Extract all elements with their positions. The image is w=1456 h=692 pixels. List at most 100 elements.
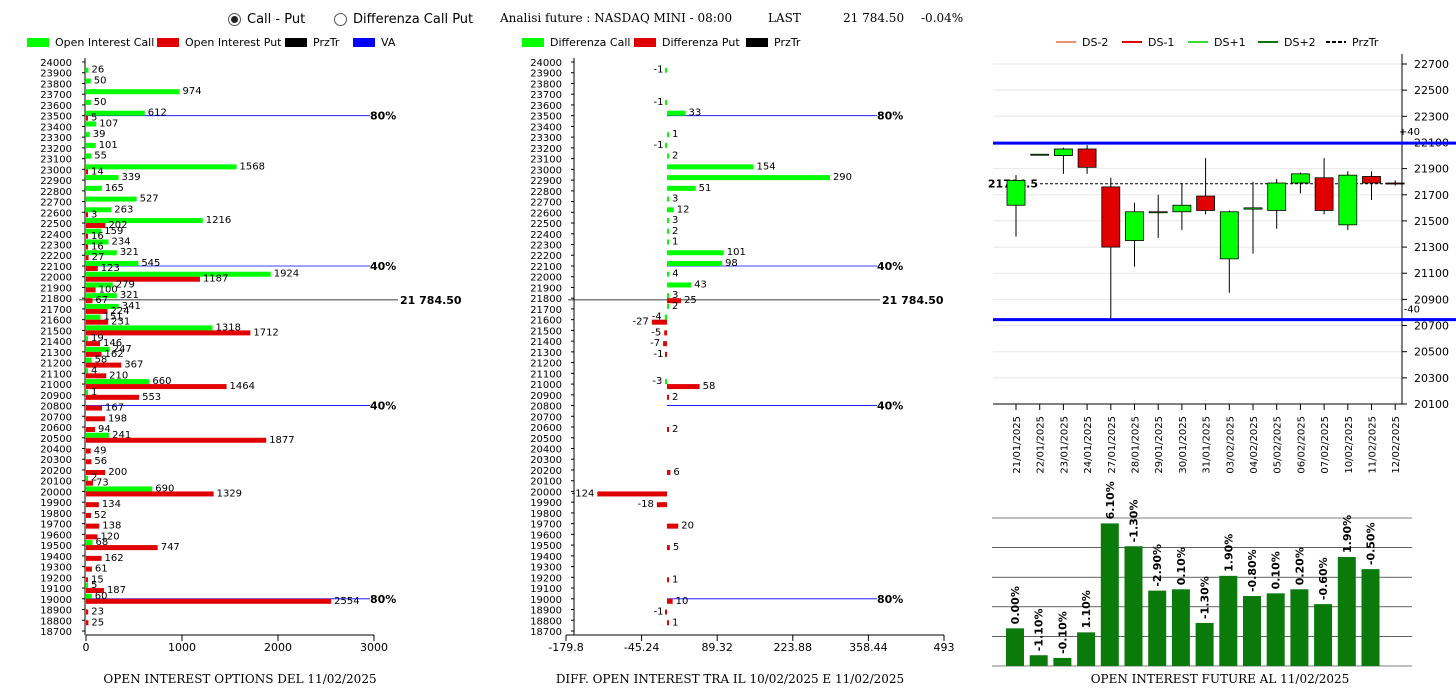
x-tick-label: 06/02/2025: [1296, 416, 1307, 474]
bar-value-label: 123: [101, 263, 120, 274]
candle-body: [1054, 148, 1073, 156]
y-tick-label: 19200: [530, 573, 562, 584]
bar-call: [667, 132, 670, 138]
bar-value-label: 3: [672, 215, 678, 226]
future-bar: [1171, 589, 1190, 666]
y-tick-label: 22700: [40, 198, 72, 209]
y-tick-label: 21700: [530, 305, 562, 316]
bar-put: [86, 212, 88, 218]
bar-put: [86, 427, 96, 433]
y-tick-label: 23400: [530, 122, 562, 133]
future-bar: [1148, 590, 1167, 666]
x-tick-label: 3000: [360, 641, 388, 654]
bar-value-label: 101: [727, 247, 746, 258]
bar-call: [86, 379, 150, 385]
bar-value-label: -3: [652, 376, 662, 387]
bar-put: [665, 609, 668, 615]
bar-value-label: 553: [142, 392, 161, 403]
bar-call: [86, 346, 110, 352]
bar-put: [86, 384, 227, 390]
bar-call: [86, 368, 88, 374]
y-tick-label: 21200: [530, 359, 562, 370]
bar-put: [86, 330, 251, 336]
y-tick-label: 23000: [40, 165, 72, 176]
radio-call-put-label: Call - Put: [247, 12, 306, 27]
legend-swatch: [353, 38, 375, 47]
bar-value-label: 279: [116, 279, 135, 290]
level-label: 80%: [877, 593, 903, 606]
bar-put: [86, 223, 106, 229]
bar-put: [663, 341, 668, 347]
y-tick-label: 19300: [530, 563, 562, 574]
bar-value-label: 1568: [240, 161, 265, 172]
bar-put: [667, 384, 700, 390]
bar-put: [86, 115, 88, 121]
y-tick-label: 21100: [1414, 267, 1449, 280]
bar-value-label: 10: [676, 596, 689, 607]
bar-value-label: 154: [757, 161, 776, 172]
bar-value-label: 263: [114, 204, 133, 215]
y-tick-label: 21500: [530, 326, 562, 337]
radio-call-put[interactable]: Call - Put: [228, 12, 305, 27]
bar-call: [667, 207, 674, 213]
y-tick-label: 20000: [40, 487, 72, 498]
future-bar: [1290, 589, 1309, 666]
bar-put: [86, 169, 88, 175]
y-tick-label: 20500: [1414, 346, 1449, 359]
radio-differenza[interactable]: Differenza Call Put: [334, 12, 473, 27]
y-tick-label: 23200: [40, 144, 72, 155]
bar-put: [86, 512, 91, 518]
bar-value-label: 321: [120, 290, 139, 301]
y-tick-label: 20100: [1414, 398, 1449, 411]
bar-call: [86, 228, 102, 234]
y-tick-label: 18700: [530, 627, 562, 638]
bar-call: [86, 142, 96, 148]
y-tick-label: 21300: [40, 348, 72, 359]
y-tick-label: 19400: [530, 552, 562, 563]
bar-value-label: 98: [725, 258, 738, 269]
radio-unselected-icon[interactable]: [334, 13, 347, 26]
bar-value-label: 1329: [217, 488, 242, 499]
y-tick-label: 19900: [530, 498, 562, 509]
bar-call: [86, 250, 117, 256]
bar-value-label: 2554: [334, 596, 359, 607]
candle-body: [1148, 211, 1168, 214]
y-tick-label: 23500: [530, 112, 562, 123]
future-bar-label: -1.30%: [1128, 500, 1141, 543]
bar-value-label: 1: [91, 387, 97, 398]
bar-value-label: 159: [104, 226, 123, 237]
bar-put: [86, 469, 106, 475]
y-tick-label: 22200: [40, 251, 72, 262]
legend-label: Differenza Call: [550, 36, 630, 49]
candle-body: [1291, 173, 1310, 184]
y-tick-label: 22700: [1414, 58, 1449, 71]
bar-put: [597, 491, 668, 497]
bar-put: [86, 609, 89, 615]
y-tick-label: 21000: [40, 380, 72, 391]
candle-body: [1077, 148, 1097, 168]
legend-label: DS+2: [1284, 36, 1316, 49]
radio-selected-icon[interactable]: [228, 13, 241, 26]
bar-value-label: 162: [105, 349, 124, 360]
future-bar-label: 6.10%: [1104, 481, 1117, 519]
bar-value-label: 12: [677, 204, 690, 215]
bar-value-label: 167: [105, 403, 124, 414]
bar-value-label: 101: [99, 140, 118, 151]
y-tick-label: 23800: [530, 79, 562, 90]
legend-swatch: [746, 38, 768, 47]
legend-label: PrzTr: [1352, 36, 1379, 49]
y-tick-label: 19100: [530, 584, 562, 595]
bar-value-label: 15: [91, 574, 104, 585]
bar-value-label: 16: [91, 231, 104, 242]
bar-put: [86, 255, 89, 261]
bar-value-label: 231: [111, 317, 130, 328]
level-label: 80%: [877, 110, 903, 123]
bar-put: [86, 577, 88, 583]
bar-put: [86, 351, 102, 357]
legend-swatch: [285, 38, 307, 47]
candle-body: [1385, 182, 1405, 185]
bar-call: [86, 271, 271, 277]
candle-body: [1219, 211, 1239, 260]
bar-value-label: 25: [91, 617, 104, 628]
future-bar: [1314, 604, 1333, 666]
